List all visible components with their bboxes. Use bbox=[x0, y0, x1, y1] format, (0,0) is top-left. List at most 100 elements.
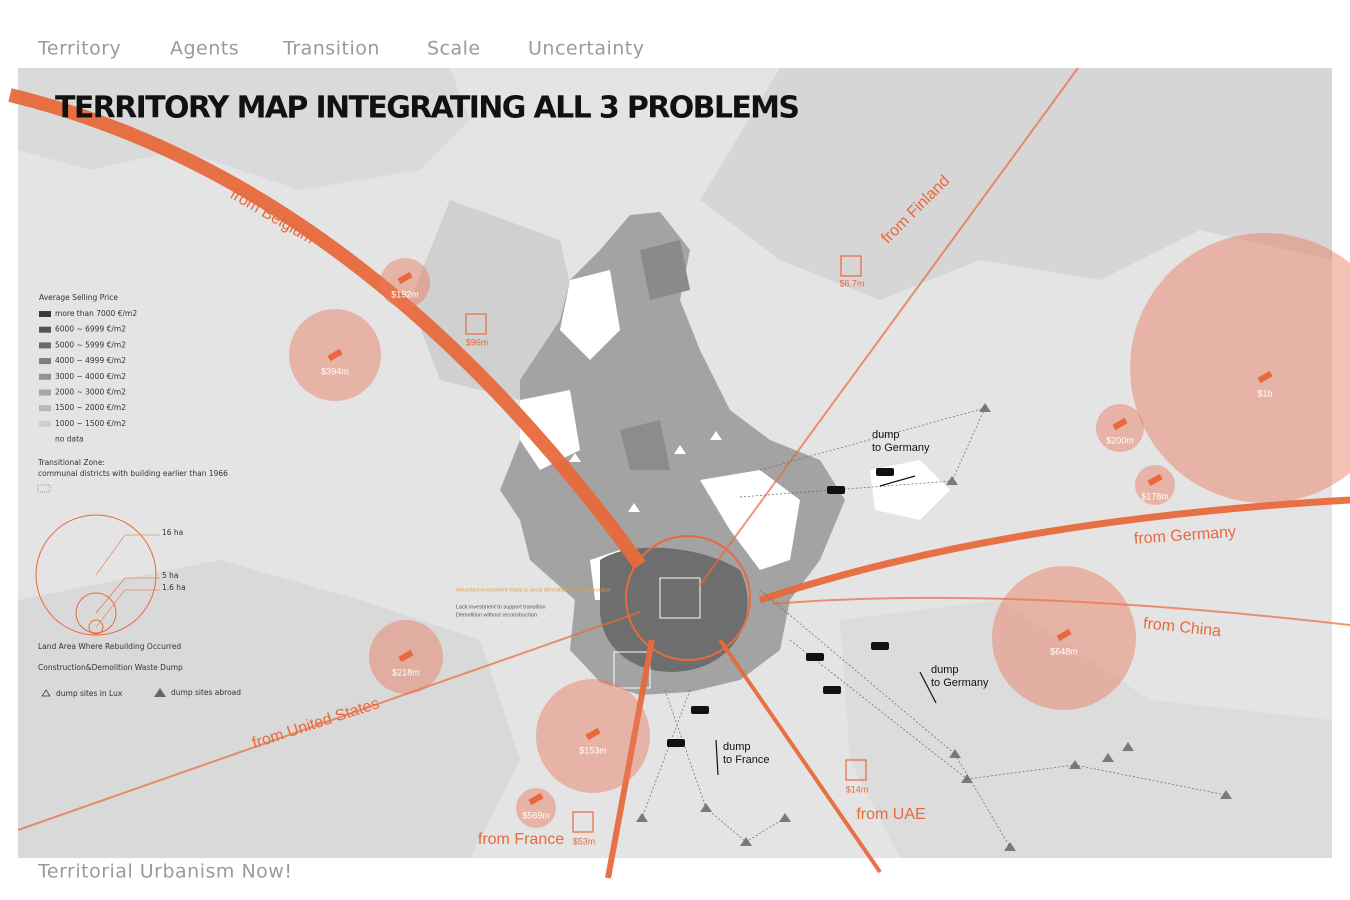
annotation: Lack investment to support transition bbox=[456, 604, 546, 610]
investment-icon bbox=[398, 649, 414, 663]
dump-destination: to Germany bbox=[931, 677, 989, 689]
flow-line bbox=[758, 496, 1350, 604]
legend-item: 1500 ~ 2000 €/m2 bbox=[55, 403, 126, 412]
dump-site bbox=[710, 431, 722, 440]
leader bbox=[95, 589, 160, 628]
nav-tab[interactable]: Territory bbox=[37, 38, 121, 60]
legend-title: Construction&Demolition Waste Dump bbox=[38, 663, 183, 672]
dump-route bbox=[641, 689, 691, 819]
nav-tab[interactable]: Uncertainty bbox=[528, 38, 645, 60]
leader bbox=[95, 577, 160, 614]
dump-route bbox=[951, 407, 986, 482]
dump-site bbox=[779, 813, 791, 822]
investment-label: $648m bbox=[1050, 646, 1078, 656]
circle-size-label: 16 ha bbox=[162, 528, 183, 537]
dump-arrow bbox=[715, 739, 719, 776]
dump-route bbox=[789, 639, 968, 780]
investment-circle bbox=[380, 258, 430, 308]
dump-arrow bbox=[919, 671, 937, 704]
size-circle bbox=[88, 619, 104, 635]
investment-icon bbox=[397, 271, 413, 285]
legend-icon bbox=[41, 689, 51, 697]
dump-route bbox=[664, 689, 707, 809]
dump-arrow bbox=[879, 475, 916, 487]
flow-line bbox=[8, 88, 646, 570]
truck bbox=[667, 739, 685, 747]
region bbox=[18, 68, 470, 190]
city-center bbox=[600, 547, 748, 672]
investment-label: $1b bbox=[1257, 388, 1272, 398]
size-circle bbox=[75, 592, 117, 634]
truck bbox=[806, 653, 824, 661]
legend-title: Transitional Zone: bbox=[37, 458, 105, 467]
investment-circle bbox=[516, 788, 556, 828]
dump-site bbox=[979, 403, 991, 412]
nav-tab[interactable]: Scale bbox=[427, 38, 481, 60]
leader bbox=[95, 534, 160, 576]
legend-title: Land Area Where Rebuilding Occurred bbox=[38, 642, 181, 651]
investment-icon bbox=[1112, 417, 1128, 431]
annotation: Demolition without reconstruction bbox=[456, 612, 537, 618]
legend-item: dump sites abroad bbox=[171, 688, 241, 697]
footer: Territorial Urbanism Now! bbox=[37, 861, 292, 883]
legend-swatch bbox=[39, 389, 51, 396]
legend-swatch bbox=[39, 311, 51, 317]
dump-site bbox=[628, 503, 640, 512]
size-circle bbox=[35, 514, 157, 636]
legend-swatch bbox=[39, 373, 51, 380]
investment-label: $6.7m bbox=[839, 278, 864, 288]
legend-swatch bbox=[39, 326, 51, 333]
dump-route bbox=[739, 480, 953, 498]
district bbox=[620, 420, 670, 470]
dump-destination: to Germany bbox=[872, 442, 930, 454]
investment-label: $569m bbox=[522, 810, 550, 820]
legend: Average Selling Price more than 7000 €/m2… bbox=[35, 293, 241, 698]
region bbox=[840, 600, 1332, 858]
legend-item: 2000 ~ 3000 €/m2 bbox=[55, 388, 126, 397]
investment-label: $218m bbox=[392, 667, 420, 677]
flow-line bbox=[718, 638, 882, 874]
investment-icon bbox=[1257, 370, 1273, 384]
legend-item: 5000 ~ 5999 €/m2 bbox=[55, 340, 126, 349]
investment-icon bbox=[845, 759, 867, 781]
investment-label: $96m bbox=[466, 337, 489, 347]
legend-swatch bbox=[37, 484, 51, 493]
dump-site bbox=[949, 749, 961, 758]
legend-item: no data bbox=[55, 435, 84, 444]
nav-tab[interactable]: Agents bbox=[170, 38, 239, 60]
investment-icon bbox=[528, 792, 544, 806]
investment-icon bbox=[327, 348, 343, 362]
region bbox=[700, 68, 1332, 300]
legend-title: Average Selling Price bbox=[39, 293, 118, 302]
nav-tab[interactable]: Transition bbox=[282, 38, 380, 60]
dump-route bbox=[759, 589, 956, 755]
legend-item: more than 7000 €/m2 bbox=[55, 309, 137, 318]
dump-label: dump bbox=[872, 429, 900, 441]
legend-item: 6000 ~ 6999 €/m2 bbox=[55, 325, 126, 334]
legend-swatch bbox=[39, 342, 51, 349]
dump-site bbox=[1102, 753, 1114, 762]
investment-icon bbox=[840, 255, 862, 277]
investment-label: $192m bbox=[391, 289, 419, 299]
truck bbox=[871, 642, 889, 650]
investment-label: $153m bbox=[579, 745, 607, 755]
investment-icon bbox=[1147, 473, 1163, 487]
dump-site bbox=[946, 476, 958, 485]
center-ring bbox=[625, 535, 751, 661]
investment-label: $178m bbox=[1141, 491, 1169, 501]
legend-swatch bbox=[39, 405, 51, 412]
flow-label: from France bbox=[478, 831, 564, 848]
flow-label: from UAE bbox=[856, 806, 925, 823]
dump-site bbox=[1220, 790, 1232, 799]
flow-line bbox=[17, 611, 641, 831]
truck bbox=[691, 706, 709, 714]
dump-site bbox=[1069, 760, 1081, 769]
truck bbox=[823, 686, 841, 694]
legend-swatch bbox=[39, 420, 51, 427]
circle-size-label: 5 ha bbox=[162, 571, 179, 580]
legend-swatch bbox=[39, 358, 51, 365]
truck bbox=[827, 486, 845, 494]
no-data-district bbox=[700, 470, 800, 570]
dump-site bbox=[740, 837, 752, 846]
investment-label: $394m bbox=[321, 366, 349, 376]
